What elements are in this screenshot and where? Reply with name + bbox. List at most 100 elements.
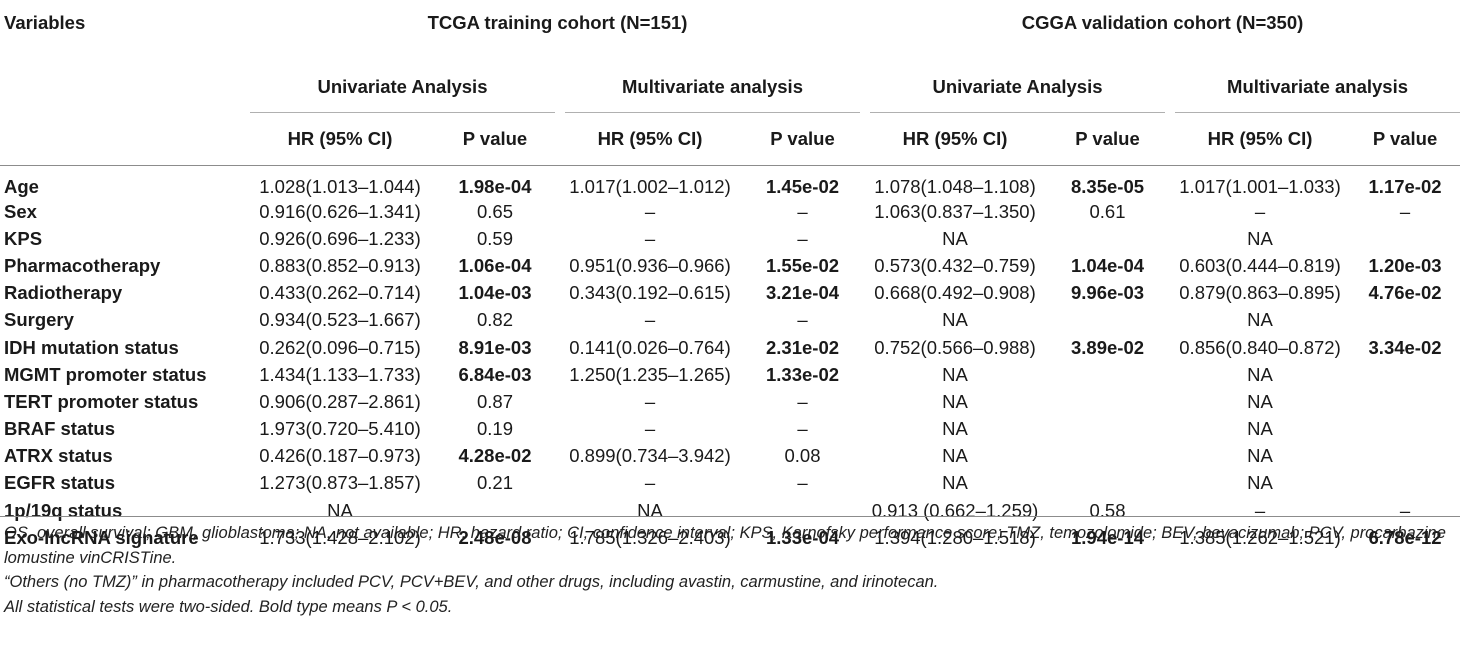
p-value-cell: 8.35e-05 <box>1070 176 1145 197</box>
table-body: Age 1.028(1.013–1.044) 1.98e-04 1.017(1.002… <box>0 166 1460 552</box>
p-value-cell: 1.98e-04 <box>458 176 532 197</box>
p-value-cell: – <box>797 200 808 222</box>
hr-cell: NA <box>1247 390 1273 412</box>
p-value-cell: 3.21e-04 <box>765 282 840 304</box>
p-value-cell <box>1350 470 1460 497</box>
hr-cell: – <box>644 309 656 331</box>
hr-cell: 0.603(0.444–0.819) <box>1179 254 1341 276</box>
p-value-cell <box>1350 416 1460 443</box>
hr-cell: 0.433(0.262–0.714) <box>259 282 421 304</box>
variable-cell: Sex <box>4 200 37 222</box>
p-value-cell: 0.61 <box>1089 200 1126 222</box>
p-value-cell <box>1045 443 1170 470</box>
variable-cell: Age <box>4 176 39 197</box>
p-value-cell: 0.87 <box>476 390 513 412</box>
results-table: Variables TCGA training cohort (N=151) C… <box>0 12 1460 552</box>
p-value-cell: 4.28e-02 <box>458 445 532 467</box>
footnote-pharmacotherapy: “Others (no TMZ)” in pharmacotherapy inc… <box>4 573 939 591</box>
p-value-cell: 0.58 <box>1089 499 1126 521</box>
hr-cell: 1.733(1.428–2.102) <box>259 526 421 548</box>
table-row: TERT promoter status 0.906(0.287–2.861) 0.… <box>0 388 1460 415</box>
variable-cell: Surgery <box>4 309 74 331</box>
hr-cell: 0.916(0.626–1.341) <box>259 200 421 222</box>
p-value-cell: 0.21 <box>476 472 513 494</box>
hr-cell: 0.934(0.523–1.667) <box>259 309 421 331</box>
hr-cell: 0.752(0.566–0.988) <box>874 336 1036 358</box>
hr-cell: 0.343(0.192–0.615) <box>569 282 731 304</box>
p-value-cell: – <box>797 309 808 331</box>
variable-cell: 1p/19q status <box>4 499 123 521</box>
p-value-cell: 0.08 <box>784 445 821 467</box>
p-value-cell: 1.33e-04 <box>765 526 840 548</box>
hr-cell: 0.573(0.432–0.759) <box>874 254 1036 276</box>
variable-cell: Radiotherapy <box>4 282 123 304</box>
p-value-cell: 3.89e-02 <box>1070 336 1145 358</box>
p-value-cell: 1.06e-04 <box>458 254 532 276</box>
hr-cell: 0.926(0.696–1.233) <box>259 227 421 249</box>
table-row: Exo-lncRNA signature 1.733(1.428–2.102) 2.… <box>0 524 1460 551</box>
p-value-cell <box>1045 225 1170 252</box>
hr-cell: 1.017(1.002–1.012) <box>569 176 731 197</box>
table-row: BRAF status 1.973(0.720–5.410) 0.19 – – NA NA <box>0 416 1460 443</box>
p-value-cell: 1.45e-02 <box>765 176 840 197</box>
subcol-p: P value <box>1372 128 1438 149</box>
p-value-cell <box>1045 361 1170 388</box>
hr-cell: NA <box>327 499 353 521</box>
hr-cell: 0.262(0.096–0.715) <box>259 336 421 358</box>
p-value-cell: 1.55e-02 <box>765 254 840 276</box>
hr-cell: – <box>644 472 656 494</box>
hr-cell: 1.028(1.013–1.044) <box>259 176 421 197</box>
subcol-hr: HR (95% CI) <box>902 128 1008 149</box>
table-bottom-rule <box>0 516 1460 517</box>
variable-cell: EGFR status <box>4 472 116 494</box>
table-row: 1p/19q status NA NA 0.913 (0.662–1.259) 0.58… <box>0 497 1460 524</box>
hr-cell: – <box>644 227 656 249</box>
p-value-cell <box>1350 225 1460 252</box>
hr-cell: – <box>644 200 656 222</box>
hr-cell: NA <box>942 472 968 494</box>
table-row: Surgery 0.934(0.523–1.667) 0.82 – – NA NA <box>0 307 1460 334</box>
hr-cell: NA <box>942 309 968 331</box>
hr-cell: NA <box>637 499 663 521</box>
p-value-cell: 0.19 <box>476 418 513 440</box>
table-row: Pharmacotherapy 0.883(0.852–0.913) 1.06e-0… <box>0 252 1460 279</box>
p-value-cell: 1.17e-02 <box>1368 176 1442 197</box>
p-value-cell <box>1045 388 1170 415</box>
p-value-cell: – <box>797 472 808 494</box>
hr-cell: 1.385(1.262–1.521) <box>1179 526 1341 548</box>
hr-cell: 0.668(0.492–0.908) <box>874 282 1036 304</box>
subcol-hr: HR (95% CI) <box>597 128 703 149</box>
p-value-cell: – <box>797 227 808 249</box>
subcol-p: P value <box>770 128 835 149</box>
footnote-statistics: All statistical tests were two-sided. Bo… <box>4 597 453 616</box>
subcol-p: P value <box>1075 128 1140 149</box>
p-value-cell <box>1350 443 1460 470</box>
cgga-multivariate-header: Multivariate analysis <box>1165 62 1460 113</box>
hr-cell: 0.899(0.734–3.942) <box>569 445 731 467</box>
p-value-cell <box>1045 307 1170 334</box>
hr-cell: – <box>1254 499 1266 521</box>
hr-cell: 0.426(0.187–0.973) <box>259 445 421 467</box>
table-footnotes: OS, overall survival; GBM, glioblastoma;… <box>4 521 1456 619</box>
variable-cell: MGMT promoter status <box>4 363 207 385</box>
table-row: KPS 0.926(0.696–1.233) 0.59 – – NA NA <box>0 225 1460 252</box>
hr-cell: 1.273(0.873–1.857) <box>259 472 421 494</box>
tcga-cohort-header: TCGA training cohort (N=151) <box>427 12 688 33</box>
p-value-cell: 6.84e-03 <box>458 363 532 385</box>
variables-header: Variables <box>4 12 86 33</box>
p-value-cell: – <box>797 418 808 440</box>
p-value-cell <box>1350 307 1460 334</box>
hr-cell: 0.879(0.863–0.895) <box>1179 282 1341 304</box>
p-value-cell: – <box>1399 200 1411 222</box>
hr-cell: 1.434(1.133–1.733) <box>259 363 421 385</box>
p-value-cell: 1.20e-03 <box>1368 254 1442 276</box>
hr-cell: NA <box>1247 363 1273 385</box>
hr-cell: 1.394(1.280–1.518) <box>874 526 1036 548</box>
hr-cell: NA <box>942 363 968 385</box>
hr-cell: 1.785(1.326–2.403) <box>569 526 731 548</box>
tcga-univariate-header: Univariate Analysis <box>250 62 560 113</box>
p-value-cell: 6.78e-12 <box>1368 526 1442 548</box>
table-row: Age 1.028(1.013–1.044) 1.98e-04 1.017(1.002… <box>0 166 1460 199</box>
p-value-cell: 1.33e-02 <box>765 363 840 385</box>
cgga-univariate-header: Univariate Analysis <box>860 62 1171 113</box>
